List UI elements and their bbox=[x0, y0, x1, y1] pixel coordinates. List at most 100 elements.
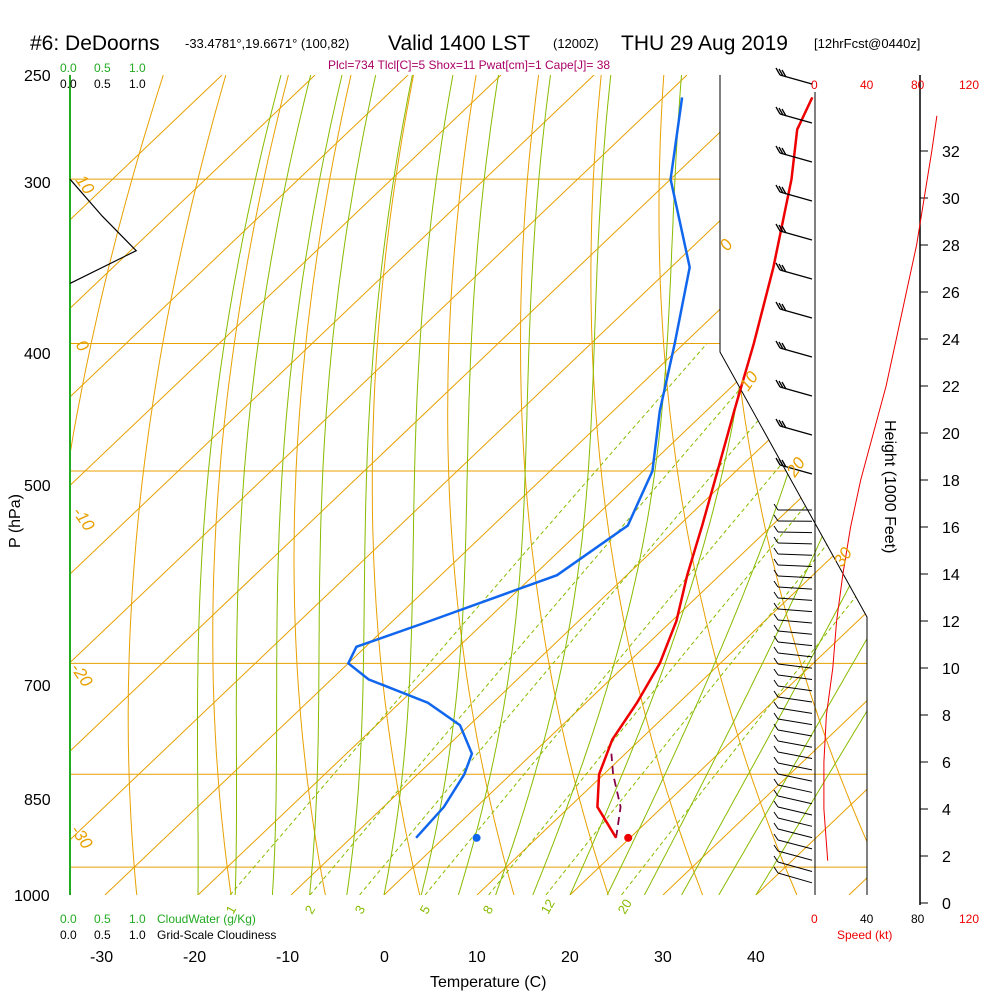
wind-barb-flag bbox=[775, 67, 781, 76]
cloud-scale-top-green-1: 0.5 bbox=[94, 61, 111, 75]
p-tick-700: 700 bbox=[24, 678, 51, 695]
wind-barb bbox=[779, 347, 813, 358]
p-tick-300: 300 bbox=[24, 175, 51, 192]
moist-adiabat bbox=[495, 75, 613, 895]
dry-adiabat-label: -20 bbox=[67, 659, 97, 690]
t-tick-40: 40 bbox=[747, 949, 765, 966]
wind-barb-flag bbox=[781, 459, 787, 468]
wind-top-40: 40 bbox=[860, 78, 874, 92]
wind-barb-flag bbox=[773, 767, 779, 775]
height-axis-label: Height (1000 Feet) bbox=[881, 420, 898, 553]
wind-barb bbox=[777, 740, 813, 748]
wind-bottom-40: 40 bbox=[860, 912, 874, 926]
wind-barb-flag bbox=[778, 341, 784, 350]
wind-barb bbox=[777, 773, 813, 782]
isotherm bbox=[197, 75, 867, 895]
isotherm bbox=[290, 75, 867, 895]
p-tick-250: 250 bbox=[24, 68, 51, 85]
wind-barb bbox=[777, 674, 813, 680]
wind-barb bbox=[777, 729, 813, 737]
wind-barb-flag bbox=[773, 580, 779, 588]
wind-barb-flag bbox=[773, 613, 779, 621]
wind-barb bbox=[777, 762, 813, 771]
utc-time: (1200Z) bbox=[553, 36, 599, 51]
wind-barb-flag bbox=[775, 379, 781, 388]
wind-barb bbox=[777, 806, 813, 816]
dry-adiabat bbox=[658, 75, 798, 895]
wind-barb-flag bbox=[778, 224, 784, 233]
dry-adiabat bbox=[590, 75, 704, 895]
wind-barb bbox=[777, 685, 813, 692]
wind-barb-flag bbox=[773, 646, 779, 654]
cloudwater-label: CloudWater (g/Kg) bbox=[157, 912, 256, 926]
wind-barb bbox=[777, 553, 813, 556]
wind-barb bbox=[779, 269, 813, 280]
wind-axis-label: Speed (kt) bbox=[837, 928, 892, 942]
isotherm bbox=[70, 75, 688, 895]
mixing-ratio-label: 5 bbox=[417, 903, 434, 917]
dry-adiabat bbox=[293, 75, 352, 895]
wind-barb-flag bbox=[773, 866, 779, 874]
wind-barb-flag bbox=[773, 800, 779, 808]
wind-barb bbox=[779, 152, 813, 163]
wind-barb-flag bbox=[778, 107, 784, 116]
dewpoint-line bbox=[346, 97, 691, 839]
wind-barb-flag bbox=[773, 778, 779, 786]
wind-barb bbox=[777, 608, 813, 613]
temperature-axis: -30 -20 -10 0 10 20 30 40 Temperature (C… bbox=[90, 949, 765, 991]
wind-barb bbox=[777, 663, 813, 669]
isotherm bbox=[476, 75, 867, 895]
wind-barb bbox=[777, 597, 813, 601]
mixing-ratio-label: 3 bbox=[352, 903, 369, 917]
dry-adiabat bbox=[371, 75, 421, 895]
wind-top-80: 80 bbox=[911, 78, 925, 92]
wind-barb-flag bbox=[773, 514, 779, 522]
wind-barb-flag bbox=[773, 789, 779, 797]
wind-barb-flag bbox=[781, 108, 787, 117]
wind-axis-top: 0 40 80 120 bbox=[811, 78, 979, 92]
mixing-ratio-line bbox=[359, 343, 825, 895]
moist-adiabat bbox=[681, 75, 867, 895]
wind-barb-flag bbox=[775, 301, 781, 310]
moist-adiabat bbox=[718, 75, 867, 895]
t-tick-neg30: -30 bbox=[90, 949, 113, 966]
wind-barb-flag bbox=[773, 536, 779, 544]
wind-barb-flag bbox=[773, 624, 779, 632]
wind-barb-flag bbox=[775, 223, 781, 232]
wind-barb bbox=[777, 751, 813, 760]
wind-barb-flag bbox=[773, 822, 779, 830]
t-tick-neg10: -10 bbox=[276, 949, 299, 966]
height-tick-label: 10 bbox=[942, 661, 960, 678]
isotherm bbox=[70, 75, 409, 895]
wind-barb-flag bbox=[773, 701, 779, 709]
dry-adiabat bbox=[212, 75, 289, 895]
isotherm bbox=[70, 75, 867, 895]
wind-barb-flag bbox=[781, 225, 787, 234]
wind-barb-flag bbox=[773, 503, 779, 511]
wind-barb-flag bbox=[773, 635, 779, 643]
dry-adiabat-label: -10 bbox=[69, 503, 99, 534]
station-title: #6: DeDoorns bbox=[30, 32, 160, 55]
wind-barb bbox=[779, 386, 813, 397]
wind-barb-flag bbox=[773, 690, 779, 698]
station-coords: -33.4781°,19.6671° (100,82) bbox=[185, 36, 349, 51]
height-tick-label: 24 bbox=[942, 332, 960, 349]
wind-barb-flag bbox=[781, 147, 787, 156]
wind-barb-flag bbox=[781, 342, 787, 351]
cloud-scale-top-black-0: 0.0 bbox=[60, 77, 77, 91]
moist-adiabat bbox=[383, 75, 456, 895]
p-tick-1000: 1000 bbox=[14, 888, 50, 905]
wind-barb-flag bbox=[773, 745, 779, 753]
moist-adiabat bbox=[197, 75, 285, 895]
surface-temperature-dot bbox=[624, 833, 633, 842]
dry-adiabat-label: 0 bbox=[72, 336, 93, 355]
wind-barb-flag bbox=[778, 185, 784, 194]
wind-barb-flag bbox=[773, 811, 779, 819]
wind-barb-flag bbox=[781, 186, 787, 195]
isotherm bbox=[70, 75, 223, 895]
pressure-axis: 250 300 400 500 700 850 1000 P (hPa) bbox=[7, 68, 51, 905]
isotherm bbox=[662, 75, 867, 895]
isotherm bbox=[383, 75, 867, 895]
wind-barb bbox=[777, 696, 813, 703]
temperature-line bbox=[596, 96, 814, 839]
